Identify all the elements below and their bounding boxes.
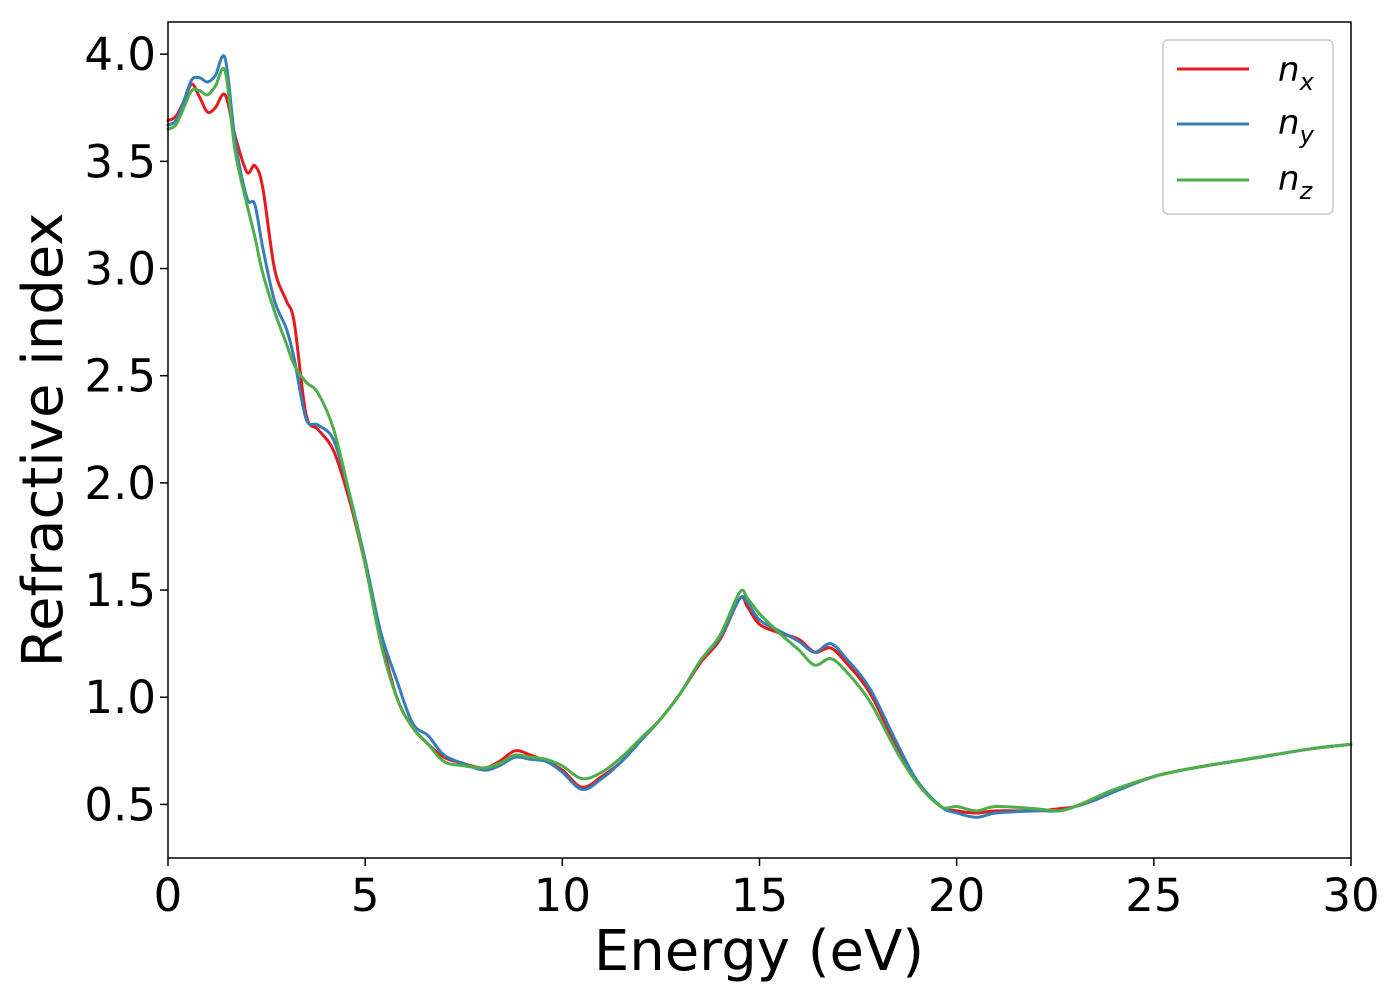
legend-label-ny: ny (1278, 103, 1315, 149)
legend-label-nx: nx (1278, 50, 1315, 96)
series-line-ny (166, 54, 1353, 819)
y-axis-label: Refractive index (11, 213, 76, 668)
y-tick-label: 0.5 (84, 778, 156, 831)
legend: nx ny nz (1162, 39, 1334, 215)
y-tick-label: 1.5 (84, 564, 156, 617)
x-tick-label: 20 (928, 869, 985, 922)
series-layer (166, 54, 1353, 819)
plot-area (168, 22, 1351, 858)
legend-label-ny-base: n (1278, 103, 1300, 143)
x-tick-label: 5 (351, 869, 380, 922)
legend-label-ny-sub: y (1299, 121, 1315, 149)
x-tick-label: 0 (154, 869, 183, 922)
y-axis-ticks: 0.5 1.0 1.5 2.0 2.5 3.0 3.5 4.0 (84, 28, 168, 831)
series-line-nx (166, 82, 1353, 815)
y-tick-label: 2.5 (84, 350, 156, 403)
legend-label-nx-base: n (1278, 50, 1300, 90)
x-axis-label: Energy (eV) (594, 919, 924, 984)
x-tick-label: 25 (1125, 869, 1182, 922)
x-tick-label: 10 (534, 869, 591, 922)
y-tick-label: 4.0 (84, 28, 156, 81)
y-tick-label: 3.5 (84, 135, 156, 188)
y-tick-label: 1.0 (84, 671, 156, 724)
x-tick-label: 30 (1322, 869, 1379, 922)
y-tick-label: 2.0 (84, 457, 156, 510)
legend-label-nz-sub: z (1299, 177, 1314, 205)
x-axis-ticks: 0 5 10 15 20 25 30 (154, 858, 1380, 922)
series-line-nz (166, 67, 1353, 813)
legend-box (1162, 39, 1334, 215)
legend-label-nz-base: n (1278, 159, 1300, 199)
legend-label-nz: nz (1278, 159, 1314, 205)
legend-label-nx-sub: x (1299, 68, 1315, 96)
x-tick-label: 15 (731, 869, 788, 922)
y-tick-label: 3.0 (84, 243, 156, 296)
